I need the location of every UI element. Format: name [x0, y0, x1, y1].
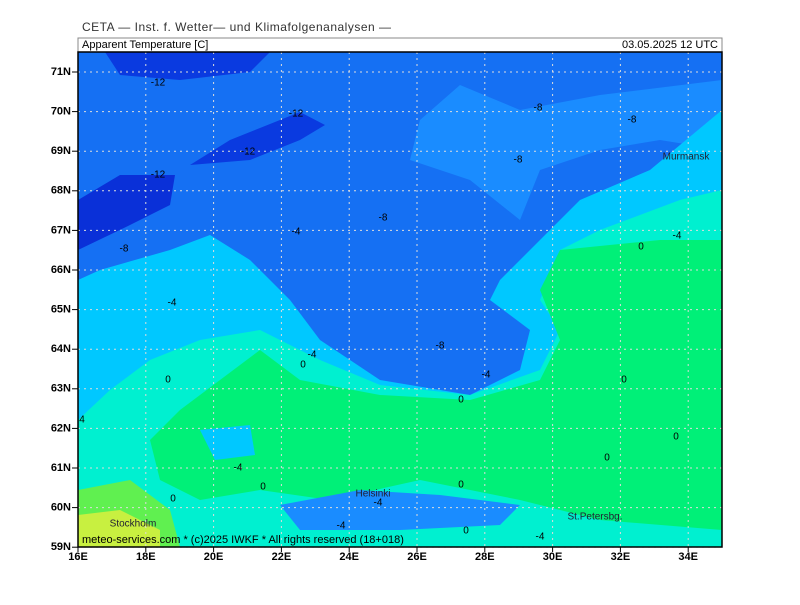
contour-label: 0	[458, 395, 464, 406]
contour-label: 0	[300, 360, 306, 371]
contour-label: 0	[673, 432, 679, 443]
city-label: St.Petersbg.	[567, 512, 622, 523]
contour-label: 0	[165, 375, 171, 386]
lon-label: 30E	[543, 551, 563, 563]
contour-label: -8	[379, 213, 388, 224]
lat-label: 60N	[51, 502, 71, 514]
contour-label: -4	[374, 498, 383, 509]
contour-label: -4	[308, 350, 317, 361]
contour-label: -4	[673, 231, 682, 242]
cold-patch	[190, 112, 325, 165]
lat-label: 64N	[51, 343, 71, 355]
lon-label: 28E	[475, 551, 495, 563]
contour-label: 0	[260, 482, 266, 493]
lat-label: 66N	[51, 264, 71, 276]
contour-label: -12	[151, 170, 166, 181]
cool-patch	[280, 490, 520, 530]
city-label: Stockholm	[110, 519, 157, 530]
lat-label: 71N	[51, 66, 71, 78]
contour-label: 0	[170, 494, 176, 505]
lon-label: 26E	[407, 551, 427, 563]
lon-label: 20E	[204, 551, 224, 563]
contour-label: -4	[234, 463, 243, 474]
labels: 71N70N69N68N67N66N65N64N63N62N61N60N59N1…	[51, 66, 711, 563]
cold-patch	[78, 175, 175, 250]
contour-label: -12	[241, 147, 256, 158]
map-frame	[77, 51, 723, 548]
lon-label: 24E	[339, 551, 359, 563]
warm-region	[150, 240, 722, 530]
contour-label: -12	[151, 78, 166, 89]
lat-label: 65N	[51, 304, 71, 316]
contour-label: 0	[604, 453, 610, 464]
contour-label: -4	[337, 521, 346, 532]
institute: CETA — Inst. f. Wetter— und Klimafolgena…	[82, 20, 392, 34]
contour-label: 0	[463, 526, 469, 537]
lat-label: 68N	[51, 185, 71, 197]
lon-label: 32E	[611, 551, 631, 563]
contour-label: -12	[289, 109, 304, 120]
lat-label: 59N	[51, 541, 71, 553]
lon-label: 18E	[136, 551, 156, 563]
mild-region	[410, 80, 722, 220]
lat-label: 69N	[51, 145, 71, 157]
contour-label: 0	[621, 375, 627, 386]
lat-label: 61N	[51, 462, 71, 474]
lat-label: 62N	[51, 422, 71, 434]
city-label: Helsinki	[355, 489, 390, 500]
contour-label: -8	[628, 115, 637, 126]
contour-label: 4	[79, 415, 85, 426]
footer: meteo-services.com * (c)2025 IWKF * All …	[82, 534, 404, 546]
contour-label: -4	[536, 532, 545, 543]
contour-label: 0	[458, 480, 464, 491]
contour-label: -8	[514, 155, 523, 166]
contour-label: -8	[534, 103, 543, 114]
contour-label: -8	[120, 244, 129, 255]
lon-label: 34E	[678, 551, 698, 563]
contour-label: 0	[638, 242, 644, 253]
cool-patch	[200, 425, 255, 460]
contour-label: -4	[292, 227, 301, 238]
lat-label: 67N	[51, 224, 71, 236]
contour-label: -4	[482, 370, 491, 381]
lat-label: 70N	[51, 106, 71, 118]
contour-label: -4	[168, 298, 177, 309]
city-label: Murmansk	[663, 152, 711, 163]
lon-label: 16E	[68, 551, 88, 563]
map-title: Apparent Temperature [C]	[82, 39, 208, 51]
lat-label: 63N	[51, 383, 71, 395]
hot-patch	[78, 510, 160, 547]
contour-label: -8	[436, 341, 445, 352]
timestamp: 03.05.2025 12 UTC	[622, 39, 718, 51]
map-field	[78, 52, 722, 547]
lon-label: 22E	[272, 551, 292, 563]
